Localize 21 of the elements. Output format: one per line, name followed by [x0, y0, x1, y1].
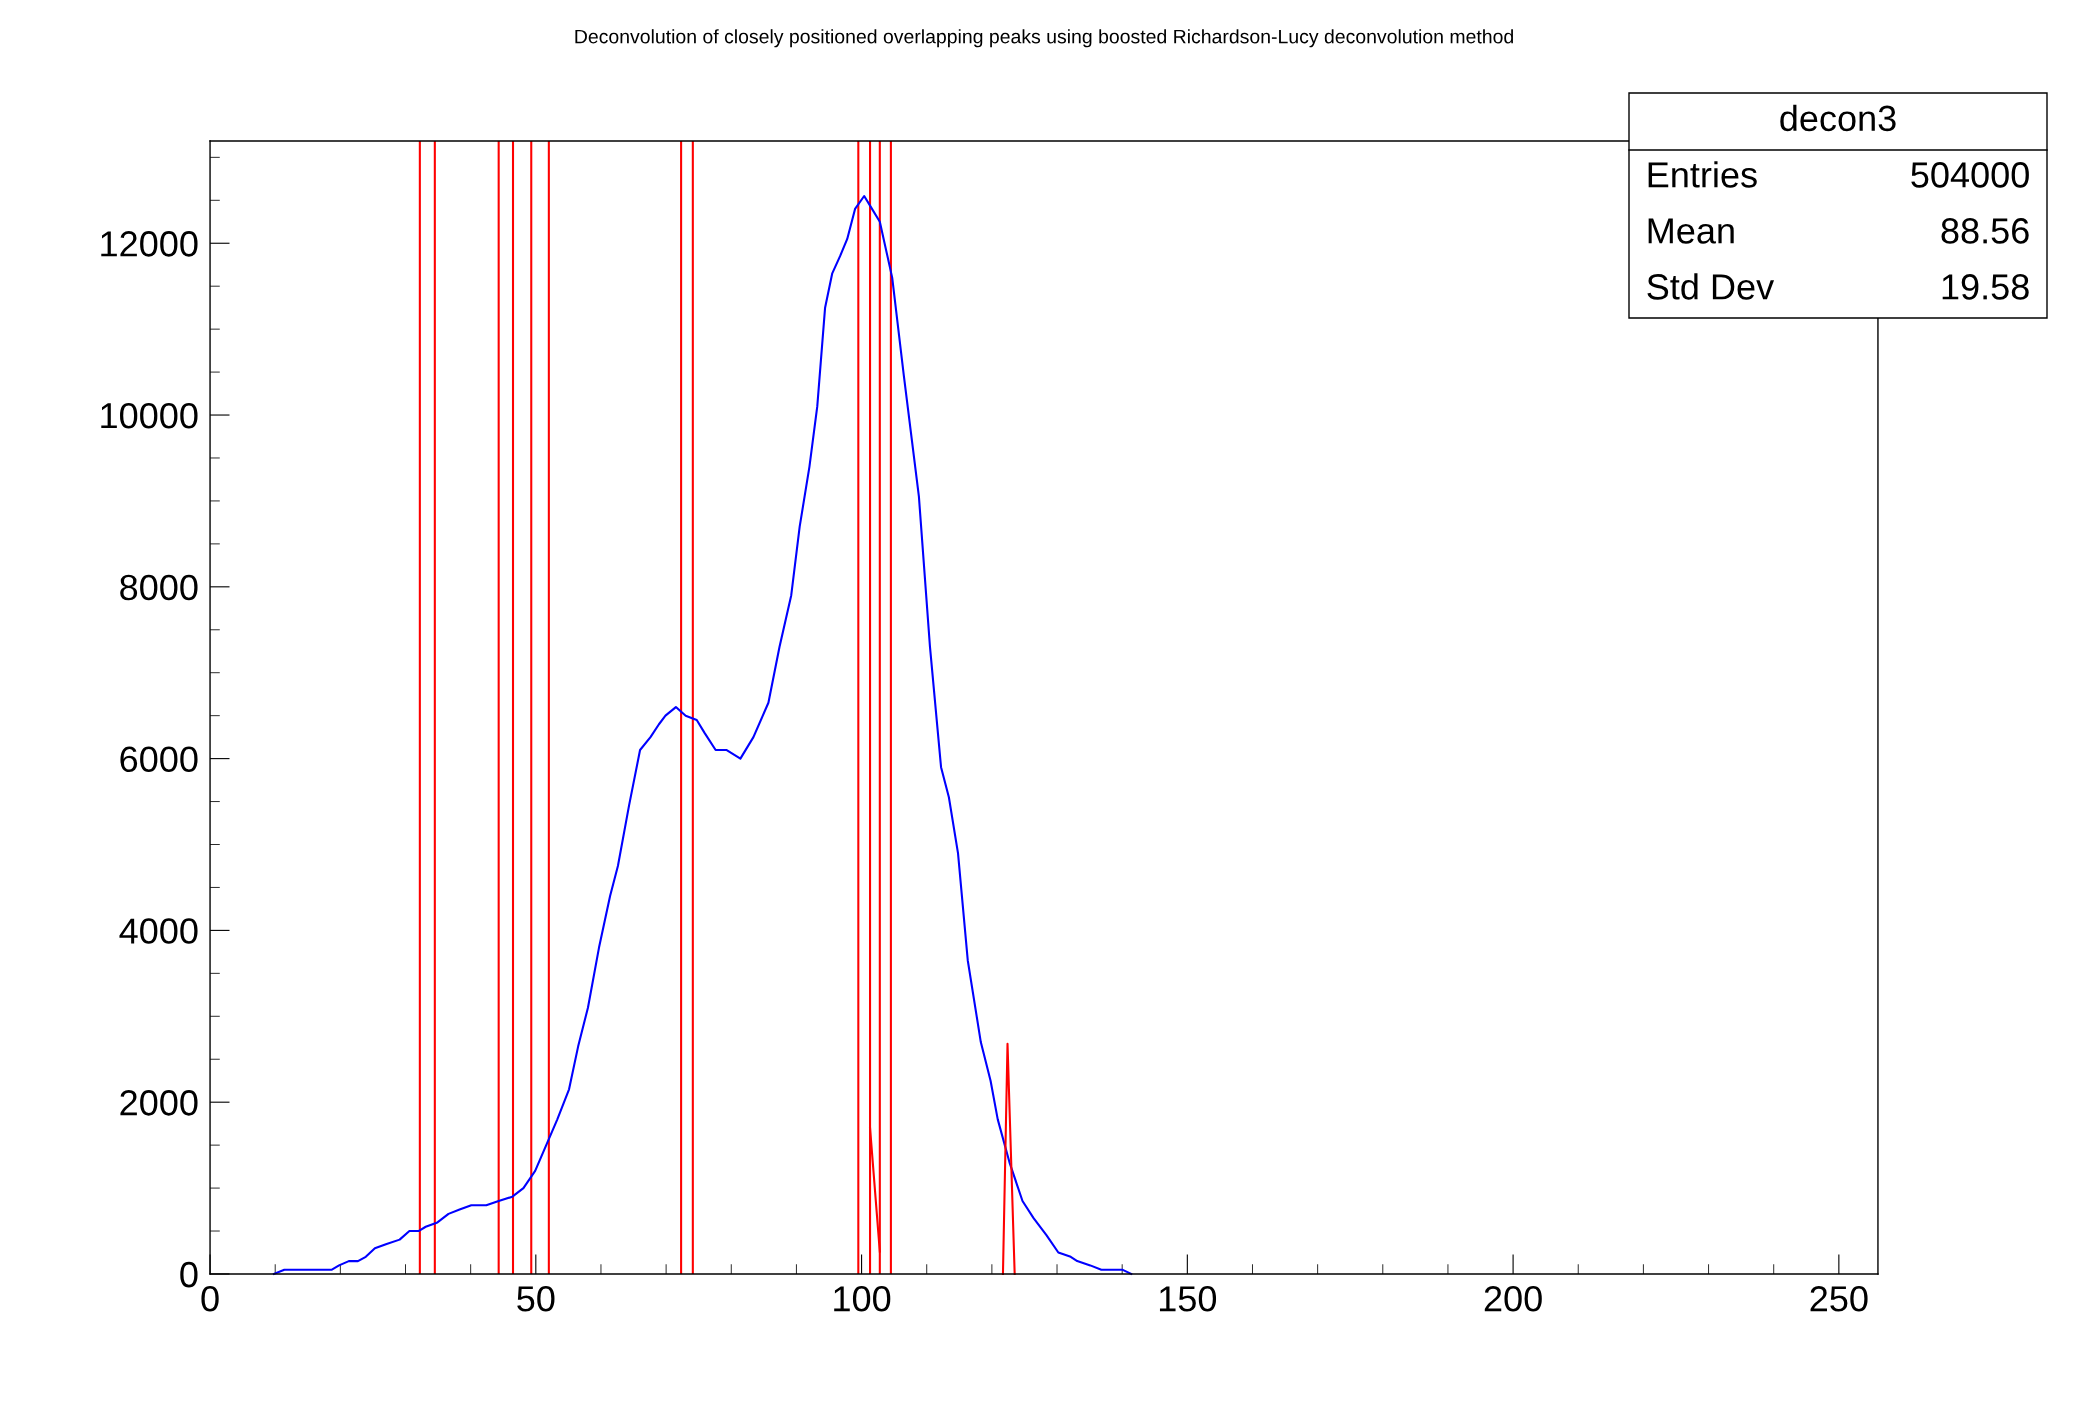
x-tick-label: 200 [1484, 1286, 1542, 1312]
x-tick-label: 100 [834, 1286, 891, 1312]
x-tick-label: 0 [201, 1286, 219, 1312]
y-tick-label: 6000 [120, 746, 198, 773]
text: 88.56 [1941, 218, 2029, 244]
annotation: Entries [1648, 161, 1757, 188]
y-tick-label: 2000 [120, 1090, 198, 1116]
y-tick-label: 0 [180, 1261, 198, 1288]
x-tick-label: 250 [1810, 1286, 1868, 1312]
annotation: Std Dev [1647, 273, 1775, 300]
y-tick-label: 12000 [101, 231, 198, 257]
text: 504000 [1911, 162, 2029, 188]
y-tick-label: 8000 [120, 574, 198, 601]
text: 19.58 [1942, 274, 2029, 300]
text: decon3 [1780, 104, 1896, 132]
x-tick-label: 150 [1159, 1286, 1217, 1312]
y-tick-label: 10000 [101, 402, 198, 429]
annotation: Mean [1648, 218, 1734, 244]
x-tick-label: 50 [517, 1286, 555, 1312]
chart-title: Deconvolution of closely positioned overlapping peaks using boosted Richardson-Lucy deconvolution method [575, 29, 1513, 48]
y-tick-label: 4000 [119, 918, 198, 944]
